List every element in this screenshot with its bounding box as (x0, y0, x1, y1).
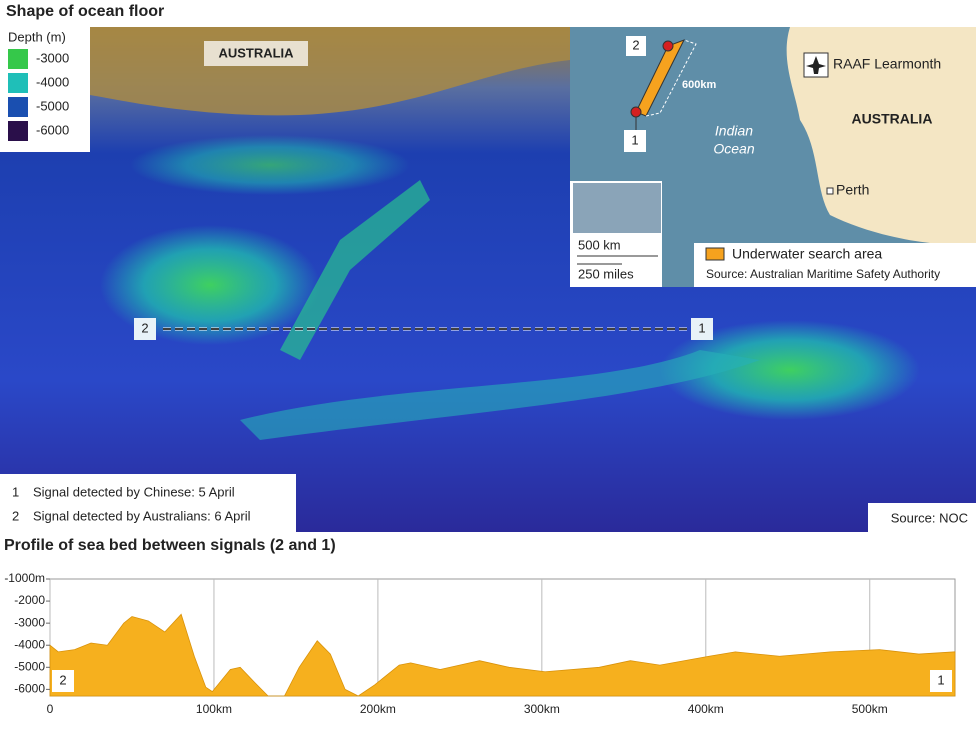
y-tick-label: -3000 (14, 615, 45, 629)
ocean-label: Indian (715, 123, 753, 139)
legend-label: -6000 (36, 122, 69, 137)
inset-distance: 600km (682, 79, 716, 91)
marker-box (691, 318, 713, 340)
note-text: Signal detected by Chinese: 5 April (33, 484, 235, 499)
inset-land: AUSTRALIA (852, 111, 933, 127)
chart-marker: 2 (59, 672, 66, 687)
source-box (868, 503, 976, 532)
x-tick-label: 500km (852, 702, 888, 716)
x-tick-label: 0 (47, 702, 54, 716)
source: Source: NOC (891, 510, 968, 525)
legend-swatch (8, 73, 28, 93)
map-title: Shape of ocean floor (6, 3, 164, 20)
marker-label: 2 (141, 320, 148, 335)
chart-marker-box (52, 670, 74, 692)
inset-source: Source: Australian Maritime Safety Autho… (706, 267, 940, 281)
note-num: 1 (12, 484, 19, 499)
legend-swatch (8, 97, 28, 117)
marker-box (134, 318, 156, 340)
y-tick-label: -1000m (4, 571, 45, 585)
airbase-label: RAAF Learmonth (833, 56, 941, 72)
legend-swatch (8, 49, 28, 69)
land-label: AUSTRALIA (218, 45, 294, 60)
note-num: 2 (12, 508, 19, 523)
land-label-bg (204, 41, 308, 66)
legend-swatch (8, 121, 28, 141)
inset-point: 2 (632, 37, 639, 52)
x-tick-label: 200km (360, 702, 396, 716)
y-tick-label: -2000 (14, 593, 45, 607)
x-tick-label: 400km (688, 702, 724, 716)
legend-label: -5000 (36, 98, 69, 113)
inset-point: 1 (631, 132, 638, 147)
y-tick-label: -4000 (14, 637, 45, 651)
legend-label: -3000 (36, 50, 69, 65)
note-text: Signal detected by Australians: 6 April (33, 508, 251, 523)
legend-label: -4000 (36, 74, 69, 89)
scale-km: 500 km (578, 237, 621, 252)
ocean-label: Ocean (713, 141, 754, 157)
scale-miles: 250 miles (578, 266, 634, 281)
inset-legend: Underwater search area (732, 246, 882, 262)
y-tick-label: -5000 (14, 659, 45, 673)
marker-label: 1 (698, 320, 705, 335)
chart-marker-box (930, 670, 952, 692)
x-tick-label: 100km (196, 702, 232, 716)
city-label: Perth (836, 182, 869, 198)
profile-area (49, 613, 956, 697)
chart-marker: 1 (937, 672, 944, 687)
legend-title: Depth (m) (8, 29, 66, 44)
y-tick-label: -6000 (14, 682, 45, 696)
x-tick-label: 300km (524, 702, 560, 716)
chart-title: Profile of sea bed between signals (2 an… (4, 537, 336, 554)
inset-map (570, 27, 976, 287)
notes-box (0, 474, 296, 532)
